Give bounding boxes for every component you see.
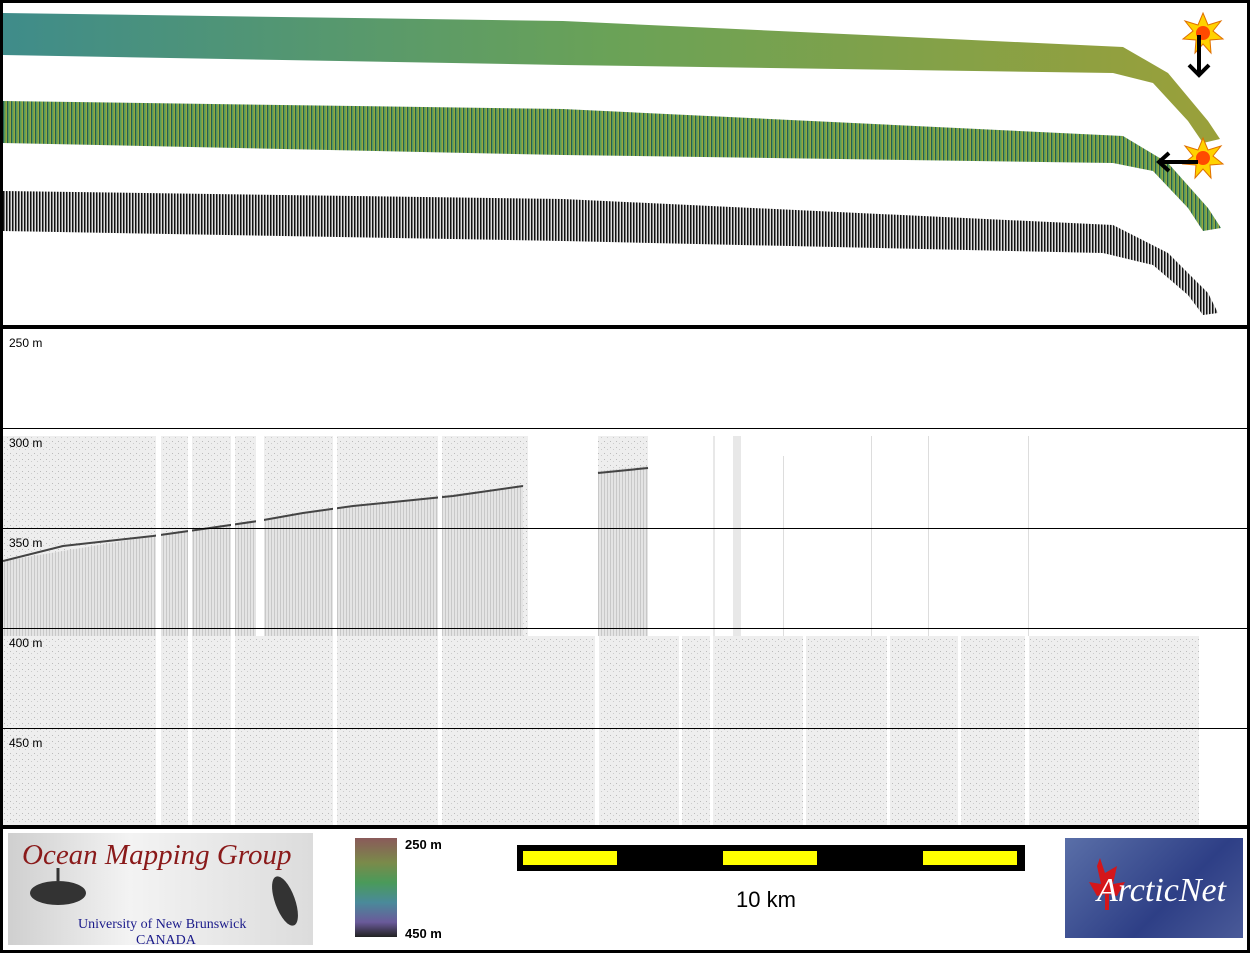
scale-bar-segment xyxy=(723,851,817,865)
omg-logo-country: CANADA xyxy=(136,933,196,948)
sun-icon xyxy=(1181,136,1225,180)
colorbar-bottom-label: 450 m xyxy=(405,926,442,941)
scale-bar-segment xyxy=(923,851,1017,865)
profile-image xyxy=(3,436,1199,825)
scale-bar-segment xyxy=(523,851,617,865)
omg-logo-title: Ocean Mapping Group xyxy=(22,839,292,871)
omg-logo-university: University of New Brunswick xyxy=(78,917,247,932)
depth-label: 300 m xyxy=(9,436,43,450)
scale-bar xyxy=(517,845,1025,871)
depth-label: 400 m xyxy=(9,636,43,650)
panel-separator xyxy=(0,825,1250,829)
colorbar-top-label: 250 m xyxy=(405,837,442,852)
swath-strip-2 xyxy=(3,101,1221,231)
depth-profile: 250 m 300 m 350 m 400 m 450 m xyxy=(3,331,1247,825)
depth-gridline xyxy=(3,628,1247,629)
omg-logo: Ocean Mapping Group University of New Br… xyxy=(8,833,313,948)
panel-separator xyxy=(0,325,1250,329)
multibeam-illustration xyxy=(30,868,298,926)
depth-gridline xyxy=(3,528,1247,529)
sun-icon xyxy=(1181,11,1225,55)
scale-bar-label: 10 km xyxy=(736,887,796,912)
depth-label: 250 m xyxy=(9,336,43,350)
arrow-left-icon xyxy=(1156,151,1198,173)
arcticnet-logo-text: ArcticNet xyxy=(1097,872,1227,909)
swath-strip-1 xyxy=(3,13,1220,143)
depth-gridline xyxy=(3,428,1247,429)
swath-strip-3 xyxy=(3,191,1218,315)
depth-gridline xyxy=(3,728,1247,729)
arrow-down-icon xyxy=(1187,35,1211,78)
depth-label: 350 m xyxy=(9,536,43,550)
maple-leaf-icon xyxy=(1089,858,1125,910)
depth-colorbar xyxy=(355,838,397,937)
arcticnet-logo: ArcticNet xyxy=(1065,838,1243,938)
swath-strips xyxy=(3,11,1225,315)
footer: Ocean Mapping Group University of New Br… xyxy=(3,829,1247,950)
depth-label: 450 m xyxy=(9,736,43,750)
swath-panel xyxy=(3,3,1247,325)
